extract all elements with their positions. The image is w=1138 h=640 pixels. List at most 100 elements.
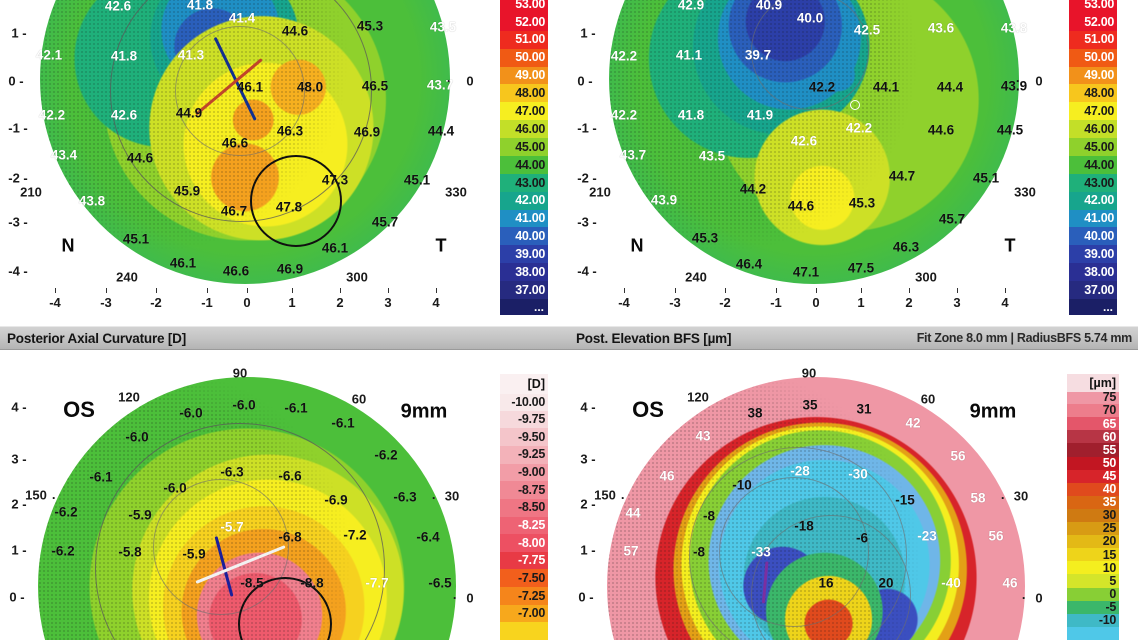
- color-scale-label: 47.00: [1084, 103, 1114, 118]
- map-value-label: 46.9: [276, 261, 304, 277]
- map-value-label: 46: [1002, 575, 1018, 591]
- diameter-label-bottom-left: 9mm: [400, 400, 448, 423]
- color-scale-label: -8.25: [518, 518, 545, 533]
- map-value-label: 42.2: [610, 107, 638, 123]
- color-scale-band: [1067, 430, 1119, 445]
- map-value-label: 45.1: [972, 170, 1000, 186]
- color-scale-label: 42.00: [1084, 193, 1114, 208]
- map-value-label: -6.2: [51, 543, 75, 559]
- map-value-label: 46.6: [221, 135, 249, 151]
- color-scale-band: [1067, 600, 1119, 615]
- map-value-label: 47.1: [792, 264, 820, 280]
- color-scale-label: 39.00: [1084, 247, 1114, 262]
- axis-horizontal-top-right: -4 -3 -2 -1 0 1 2 3 4: [569, 288, 1049, 314]
- color-scale-band: [500, 173, 548, 193]
- color-scale-label: 10: [1102, 560, 1117, 575]
- map-bottom-right[interactable]: [569, 355, 1049, 640]
- color-scale-label: -8.50: [518, 500, 545, 515]
- panel-post-elevation-bfs: 35 31 38 42 43 56 46 -28 -30 -10 -15 58 44 -8 -18 -6 -23…: [569, 355, 1138, 640]
- color-scale-band: [500, 102, 548, 121]
- color-scale-bar: [1067, 373, 1119, 640]
- map-value-label: 56: [950, 448, 966, 464]
- color-scale-label: 70: [1102, 403, 1117, 418]
- map-value-label: 42.2: [808, 79, 836, 95]
- map-value-label: -6.1: [284, 400, 308, 416]
- map-value-label: -6.2: [374, 447, 398, 463]
- map-value-label: 44.6: [126, 150, 154, 166]
- map-value-label: 47.5: [847, 260, 875, 276]
- color-scale-band: [500, 138, 548, 157]
- color-scale-band: [1067, 417, 1119, 431]
- color-scale-bottom-right[interactable]: [µm] 75 70 65 60 55 50 45 40 35 30 25 20 15 10 5 0 -5 -10: [1067, 373, 1119, 640]
- color-scale-band: [1069, 120, 1117, 139]
- map-value-label: 42.6: [104, 0, 132, 14]
- map-value-label: 41.8: [186, 0, 214, 13]
- color-scale-band: [1069, 173, 1117, 193]
- map-value-label: -7.7: [365, 575, 389, 591]
- color-scale-band: [1067, 574, 1119, 589]
- color-scale-label: -7.00: [518, 606, 545, 621]
- color-scale-label: 50.00: [515, 50, 545, 65]
- color-scale-label: -7.75: [518, 553, 545, 568]
- color-scale-label: 20: [1102, 534, 1117, 549]
- color-scale-bar: [1069, 0, 1117, 315]
- map-value-label: 45.9: [173, 183, 201, 199]
- map-bottom-left[interactable]: [0, 355, 480, 640]
- color-scale-band: [500, 245, 548, 264]
- color-scale-band: [1069, 191, 1117, 211]
- color-scale-top-right[interactable]: ... 53.00 52.00 51.00 50.00 49.00 48.00 47.00 46…: [1069, 0, 1117, 315]
- diameter-label-bottom-right: 9mm: [969, 400, 1017, 423]
- color-scale-label: 5: [1109, 573, 1116, 588]
- map-value-label: 43.5: [698, 148, 726, 164]
- color-scale-band: [1067, 535, 1119, 549]
- cone-location-ring: [250, 155, 342, 247]
- map-top-left[interactable]: [0, 0, 480, 300]
- color-scale-label: 40.00: [515, 229, 545, 244]
- map-value-label: -6.5: [428, 575, 452, 591]
- color-scale-band: [500, 534, 548, 553]
- map-value-label: 47.3: [321, 172, 349, 188]
- map-value-label: -6.3: [220, 464, 244, 480]
- color-scale-label: -10: [1098, 613, 1116, 628]
- color-scale-band: [1067, 626, 1119, 640]
- map-value-label: 44.4: [936, 79, 964, 95]
- map-top-right[interactable]: [569, 0, 1049, 300]
- map-value-label: 20: [878, 575, 894, 591]
- color-scale-band: [1067, 613, 1119, 628]
- color-scale-label: 51.00: [515, 32, 545, 47]
- map-value-label: -6.0: [179, 405, 203, 421]
- map-value-label: -5.7: [220, 519, 244, 535]
- color-scale-band: [1069, 48, 1117, 68]
- map-value-label: -6.1: [89, 469, 113, 485]
- color-scale-bottom-left[interactable]: [D] -10.00 -9.75 -9.50 -9.25 -9.00 -8.75 -8.50 -…: [500, 373, 548, 640]
- color-scale-band: [500, 281, 548, 300]
- map-value-label: -28: [790, 463, 810, 479]
- color-scale-band: [500, 410, 548, 429]
- color-scale-band: [1069, 138, 1117, 157]
- map-value-label: -6.2: [54, 504, 78, 520]
- color-scale-band: [500, 12, 548, 32]
- color-scale-band: [1069, 12, 1117, 32]
- center-circle-marker: [850, 100, 860, 110]
- color-scale-label: 44.00: [515, 157, 545, 172]
- map-value-label: 41.3: [177, 47, 205, 63]
- map-value-label: 44.9: [175, 105, 203, 121]
- eye-label-bottom-left: OS: [63, 397, 95, 422]
- color-scale-top-left[interactable]: ... 53.00 52.00 51.00 50.00 49.00 48.00 47.00 46…: [500, 0, 548, 315]
- map-value-label: 42.9: [677, 0, 705, 13]
- map-value-label: -5.9: [182, 546, 206, 562]
- map-value-label: -6.0: [125, 429, 149, 445]
- map-value-label: 31: [856, 401, 872, 417]
- color-scale-band: [500, 155, 548, 175]
- map-value-label: -10: [732, 477, 752, 493]
- map-value-label: 46.1: [321, 240, 349, 256]
- color-scale-band: [1067, 561, 1119, 576]
- map-value-label: 44.6: [927, 122, 955, 138]
- nasal-marker-top-left: N: [61, 235, 75, 256]
- color-scale-ellipsis: ...: [1102, 300, 1113, 314]
- map-value-label: -6.0: [163, 480, 187, 496]
- axis-horizontal-top-left: -4 -3 -2 -1 0 1 2 3 4: [0, 288, 480, 314]
- map-value-label: 44.6: [787, 198, 815, 214]
- map-value-label: 44.1: [872, 79, 900, 95]
- color-scale-label: 52.00: [515, 14, 545, 29]
